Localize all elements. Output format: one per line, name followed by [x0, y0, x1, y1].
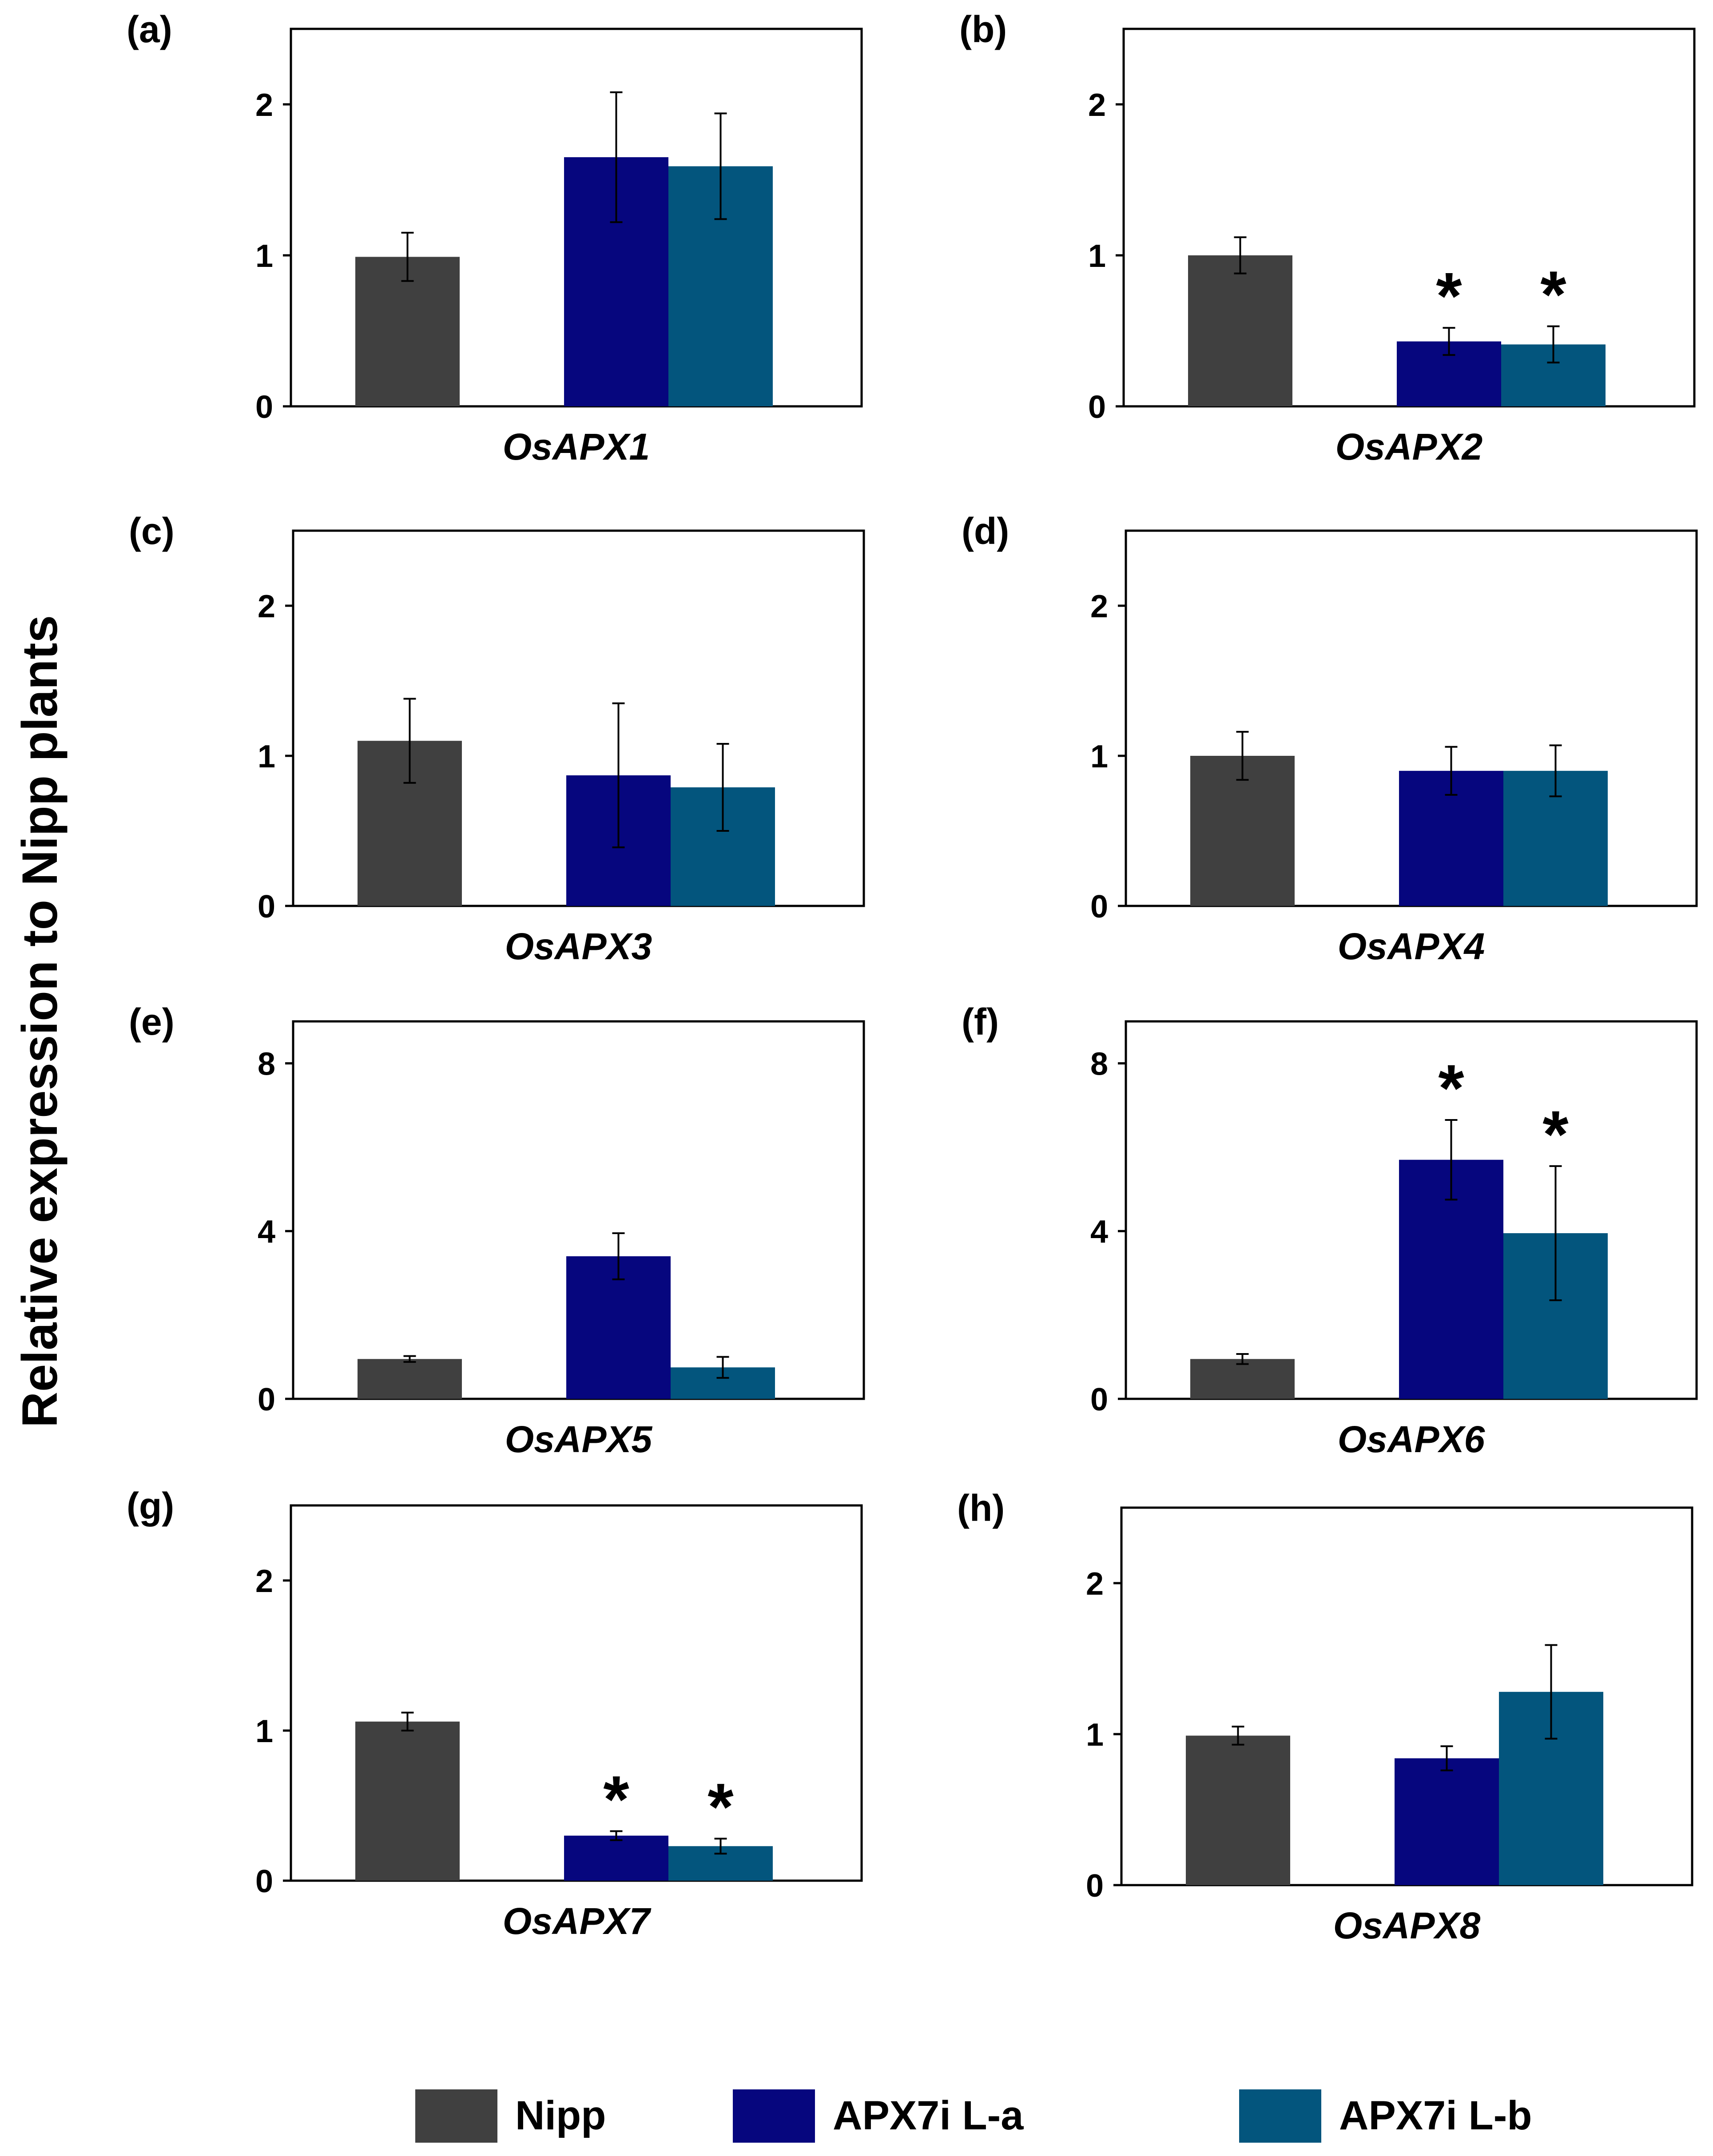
panel-label: (h)	[957, 1487, 1005, 1529]
y-tick-label: 8	[258, 1046, 275, 1082]
panel-label: (b)	[959, 8, 1007, 50]
legend-swatch-apx7i-l-b	[1239, 2089, 1321, 2143]
significance-asterisk: *	[1540, 257, 1566, 332]
y-axis-label: Relative expression to Nipp plants	[12, 615, 68, 1428]
bar-nipp	[1190, 1359, 1295, 1399]
y-tick-label: 1	[1086, 1717, 1104, 1753]
gene-label: OsAPX3	[505, 925, 652, 967]
panel-label: (a)	[127, 8, 172, 50]
panel-label: (f)	[962, 1001, 999, 1043]
legend-label-apx7i-l-a: APX7i L-a	[833, 2093, 1024, 2138]
chart-panel-osapx8: 0 1 2 (h) OsAPX8	[957, 1487, 1693, 1946]
chart-panel-osapx5: 0 4 8 (e) OsAPX5	[129, 1001, 865, 1460]
bar-apx7i-l-a	[564, 1835, 668, 1881]
legend-swatch-apx7i-l-a	[733, 2089, 815, 2143]
y-tick-label: 2	[255, 87, 273, 123]
significance-asterisk: *	[1438, 1051, 1464, 1125]
y-tick-label: 1	[255, 1714, 273, 1749]
y-tick-label: 2	[1086, 1566, 1104, 1602]
gene-label: OsAPX1	[503, 426, 650, 468]
y-tick-label: 8	[1090, 1046, 1108, 1082]
bar-nipp	[358, 1359, 462, 1399]
y-tick-label: 1	[1088, 238, 1106, 274]
y-tick-label: 0	[255, 1864, 273, 1899]
panel-label: (d)	[962, 510, 1009, 552]
bar-nipp	[1190, 756, 1295, 906]
chart-panel-osapx1: 0 1 2 (a) OsAPX1	[127, 8, 863, 468]
gene-label: OsAPX6	[1338, 1418, 1486, 1460]
chart-panel-osapx3: 0 1 2 (c) OsAPX3	[129, 510, 865, 967]
y-tick-label: 0	[255, 389, 273, 425]
bar-nipp	[355, 1721, 460, 1881]
bar-apx7i-l-a	[1395, 1758, 1499, 1885]
y-tick-label: 1	[258, 739, 275, 774]
bar-nipp	[1186, 1735, 1290, 1885]
gene-label: OsAPX7	[503, 1900, 652, 1942]
y-tick-label: 4	[1090, 1214, 1108, 1250]
y-tick-label: 1	[1090, 739, 1108, 774]
y-tick-label: 2	[255, 1564, 273, 1599]
legend-label-nipp: Nipp	[515, 2093, 606, 2138]
y-tick-label: 4	[258, 1214, 275, 1250]
bar-nipp	[1188, 255, 1292, 406]
chart-panel-osapx2: 0 1 2 (b) OsAPX2 * *	[959, 8, 1696, 468]
y-tick-label: 1	[255, 238, 273, 274]
panel-label: (c)	[129, 510, 175, 552]
y-tick-label: 0	[258, 1382, 275, 1417]
significance-asterisk: *	[603, 1762, 629, 1836]
y-tick-label: 0	[1086, 1868, 1104, 1904]
legend-label-apx7i-l-b: APX7i L-b	[1339, 2093, 1532, 2138]
significance-asterisk: *	[1436, 258, 1462, 333]
y-tick-label: 0	[1090, 1382, 1108, 1417]
y-tick-label: 0	[1088, 389, 1106, 425]
chart-panel-osapx7: 0 1 2 (g) OsAPX7 * *	[127, 1485, 863, 1942]
gene-label: OsAPX5	[505, 1418, 653, 1460]
legend: Nipp APX7i L-a APX7i L-b	[415, 2089, 1532, 2143]
y-tick-label: 2	[1090, 589, 1108, 624]
panel-label: (g)	[127, 1485, 174, 1527]
legend-swatch-nipp	[415, 2089, 497, 2143]
gene-label: OsAPX8	[1333, 1905, 1481, 1946]
y-tick-label: 0	[258, 889, 275, 925]
significance-asterisk: *	[707, 1769, 734, 1844]
gene-label: OsAPX2	[1335, 426, 1483, 468]
chart-panel-osapx4: 0 1 2 (d) OsAPX4	[962, 510, 1698, 967]
y-tick-label: 2	[258, 589, 275, 624]
y-tick-label: 2	[1088, 87, 1106, 123]
panel-label: (e)	[129, 1001, 175, 1043]
gene-label: OsAPX4	[1338, 925, 1485, 967]
significance-asterisk: *	[1542, 1097, 1569, 1171]
chart-panel-osapx6: 0 4 8 (f) OsAPX6 * *	[962, 1001, 1698, 1460]
y-tick-label: 0	[1090, 889, 1108, 925]
